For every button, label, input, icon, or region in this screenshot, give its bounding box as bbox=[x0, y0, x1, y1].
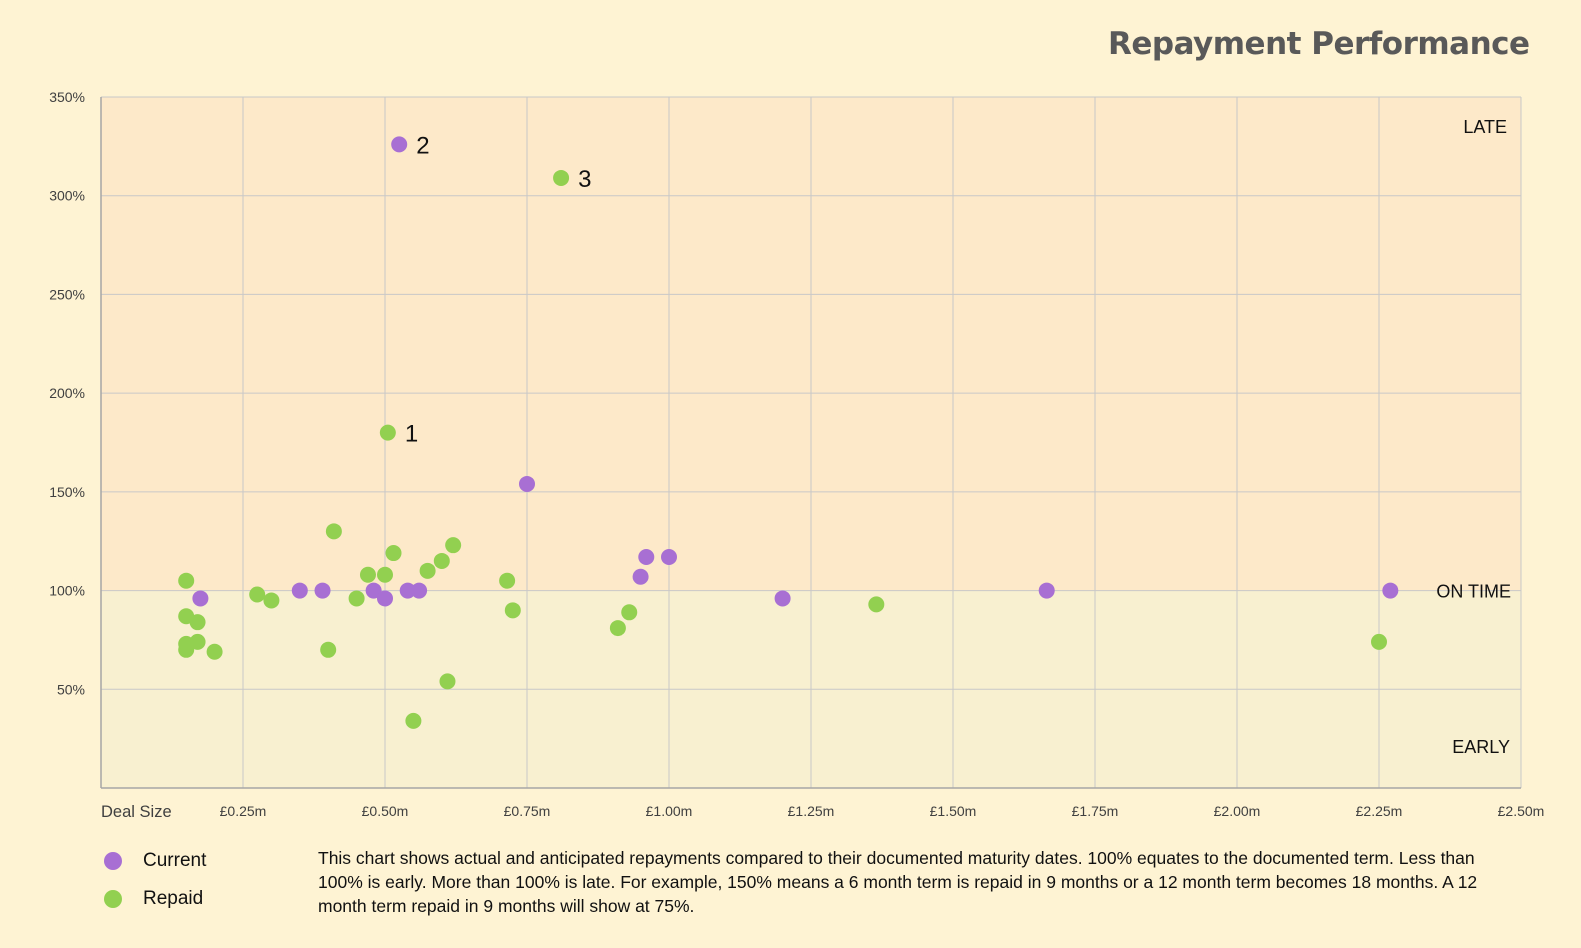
point-current bbox=[291, 582, 308, 599]
point-repaid bbox=[348, 590, 365, 607]
point-repaid bbox=[178, 572, 195, 589]
point-current bbox=[377, 590, 393, 607]
annotation-label: 2 bbox=[416, 132, 429, 159]
point-current bbox=[192, 590, 209, 607]
point-current bbox=[661, 549, 677, 566]
point-current bbox=[1382, 582, 1399, 599]
point-current bbox=[774, 590, 791, 607]
point-current bbox=[391, 136, 408, 153]
point-repaid bbox=[609, 620, 626, 637]
point-current bbox=[632, 568, 649, 585]
point-repaid bbox=[379, 424, 396, 441]
x-tick-label: £2.50m bbox=[1498, 803, 1545, 819]
point-repaid bbox=[189, 633, 206, 650]
x-tick-label: £0.25m bbox=[220, 803, 267, 819]
point-current bbox=[411, 582, 428, 599]
point-repaid bbox=[1371, 633, 1387, 650]
point-repaid bbox=[377, 566, 393, 583]
x-tick-label: £0.50m bbox=[362, 803, 409, 819]
x-axis-title: Deal Size bbox=[101, 803, 172, 821]
y-tick-label: 200% bbox=[49, 385, 85, 401]
annotation-label: 1 bbox=[405, 421, 418, 448]
region-label-early: EARLY bbox=[1452, 737, 1510, 757]
point-current bbox=[365, 582, 382, 599]
region-label-late: LATE bbox=[1463, 117, 1507, 137]
y-tick-label: 50% bbox=[57, 681, 85, 697]
chart-note: This chart shows actual and anticipated … bbox=[318, 848, 1478, 916]
point-current bbox=[519, 475, 535, 492]
legend: Current Repaid bbox=[104, 842, 206, 918]
point-current bbox=[638, 549, 655, 566]
point-repaid bbox=[868, 596, 885, 613]
point-repaid bbox=[445, 537, 462, 554]
y-tick-label: 150% bbox=[49, 484, 85, 500]
reference-label-on-time: ON TIME bbox=[1436, 582, 1511, 602]
y-tick-label: 100% bbox=[49, 583, 85, 599]
point-repaid bbox=[189, 614, 206, 631]
y-tick-label: 250% bbox=[49, 286, 85, 302]
point-repaid bbox=[359, 566, 376, 583]
annotation-label: 3 bbox=[578, 166, 591, 193]
legend-marker-repaid bbox=[104, 890, 122, 908]
y-tick-label: 300% bbox=[49, 188, 85, 204]
point-repaid bbox=[206, 643, 223, 660]
point-repaid bbox=[249, 586, 266, 603]
x-tick-label: £1.75m bbox=[1072, 803, 1119, 819]
point-repaid bbox=[433, 552, 450, 569]
y-tick-label: 350% bbox=[49, 89, 85, 105]
legend-item-repaid: Repaid bbox=[104, 880, 206, 918]
x-tick-label: £1.00m bbox=[646, 803, 693, 819]
point-repaid bbox=[178, 641, 195, 658]
point-repaid bbox=[263, 592, 280, 609]
x-tick-label: £1.25m bbox=[788, 803, 835, 819]
point-repaid bbox=[439, 673, 456, 690]
chart-title: Repayment Performance bbox=[1108, 26, 1530, 62]
point-repaid bbox=[499, 572, 516, 589]
point-repaid bbox=[553, 169, 570, 186]
point-current bbox=[399, 582, 416, 599]
x-tick-label: £2.25m bbox=[1356, 803, 1403, 819]
point-current bbox=[314, 582, 331, 599]
x-tick-label: £0.75m bbox=[504, 803, 551, 819]
legend-label-current: Current bbox=[143, 850, 207, 871]
point-repaid bbox=[419, 562, 436, 579]
point-current bbox=[1038, 582, 1055, 599]
legend-marker-current bbox=[104, 852, 122, 870]
x-tick-label: £1.50m bbox=[930, 803, 977, 819]
point-repaid bbox=[405, 712, 422, 729]
point-repaid bbox=[385, 545, 402, 562]
point-repaid bbox=[504, 602, 521, 619]
legend-item-current: Current bbox=[104, 842, 206, 880]
x-tick-label: £2.00m bbox=[1214, 803, 1261, 819]
point-repaid bbox=[621, 604, 638, 621]
point-repaid bbox=[325, 523, 342, 540]
legend-label-repaid: Repaid bbox=[143, 888, 204, 909]
point-repaid bbox=[320, 641, 337, 658]
